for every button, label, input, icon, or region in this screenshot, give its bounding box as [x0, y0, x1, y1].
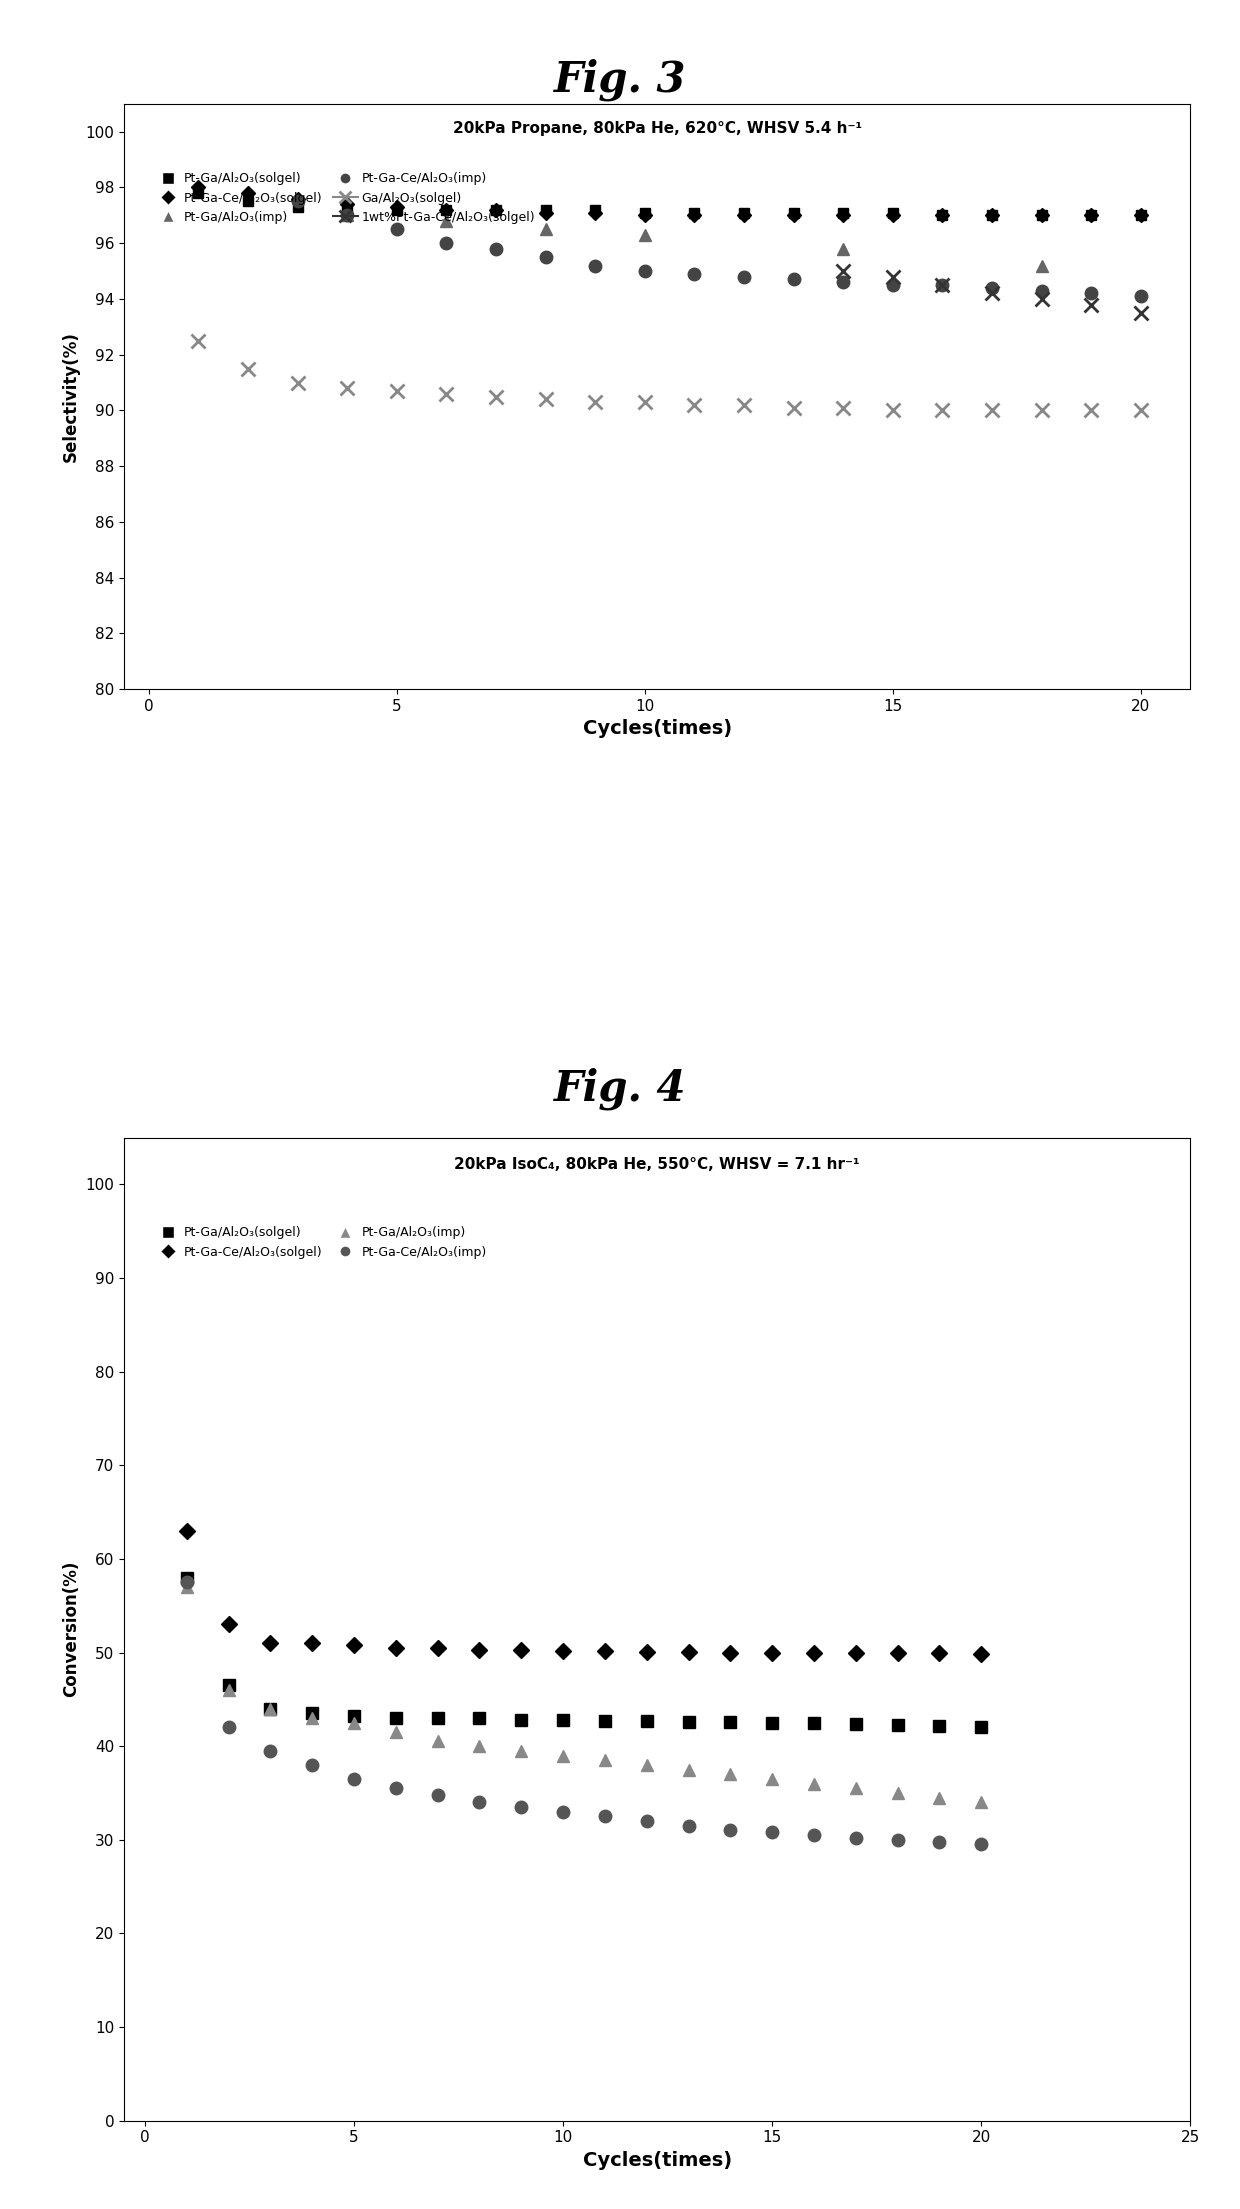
Text: 20kPa IsoC₄, 80kPa He, 550°C, WHSV = 7.1 hr⁻¹: 20kPa IsoC₄, 80kPa He, 550°C, WHSV = 7.1… [454, 1158, 861, 1173]
X-axis label: Cycles(times): Cycles(times) [583, 2152, 732, 2169]
Legend: Pt-Ga/Al₂O₃(solgel), Pt-Ga-Ce/Al₂O₃(solgel), Pt-Ga/Al₂O₃(imp), Pt-Ga-Ce/Al₂O₃(im: Pt-Ga/Al₂O₃(solgel), Pt-Ga-Ce/Al₂O₃(solg… [151, 1222, 491, 1261]
Text: Fig. 3: Fig. 3 [554, 57, 686, 102]
Y-axis label: Conversion(%): Conversion(%) [62, 1562, 79, 1697]
Text: 20kPa Propane, 80kPa He, 620°C, WHSV 5.4 h⁻¹: 20kPa Propane, 80kPa He, 620°C, WHSV 5.4… [453, 121, 862, 137]
Legend: Pt-Ga/Al₂O₃(solgel), Pt-Ga-Ce/Al₂O₃(solgel), Pt-Ga/Al₂O₃(imp), Pt-Ga-Ce/Al₂O₃(im: Pt-Ga/Al₂O₃(solgel), Pt-Ga-Ce/Al₂O₃(solg… [151, 168, 539, 228]
Text: Fig. 4: Fig. 4 [554, 1067, 686, 1111]
X-axis label: Cycles(times): Cycles(times) [583, 720, 732, 738]
Y-axis label: Selectivity(%): Selectivity(%) [62, 331, 79, 462]
